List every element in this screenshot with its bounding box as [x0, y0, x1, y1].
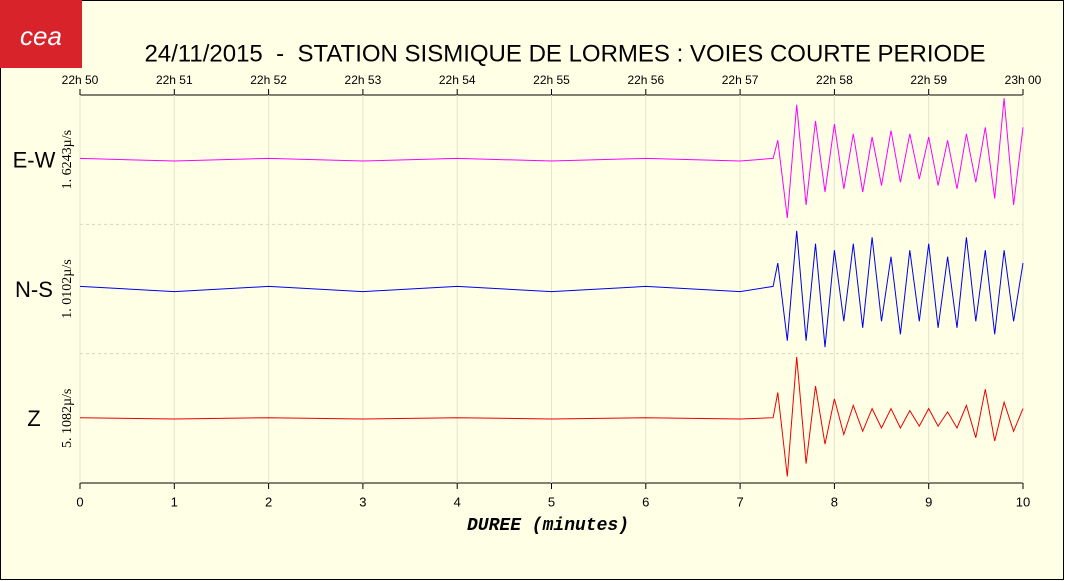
top-tick-label: 22h 59 [910, 73, 947, 87]
top-tick-label: 22h 58 [816, 73, 853, 87]
x-tick-label: 6 [642, 494, 649, 509]
x-axis-label: DUREE (minutes) [467, 516, 629, 536]
x-tick-label: 3 [359, 494, 366, 509]
top-tick-label: 22h 51 [156, 73, 193, 87]
top-tick-label: 22h 57 [722, 73, 759, 87]
x-tick-label: 0 [76, 494, 83, 509]
x-tick-label: 2 [265, 494, 272, 509]
top-tick-label: 22h 50 [62, 73, 99, 87]
top-tick-label: 22h 53 [345, 73, 382, 87]
x-tick-label: 5 [548, 494, 555, 509]
series-name: E-W [13, 147, 56, 172]
trace [79, 230, 1024, 348]
x-tick-label: 1 [171, 494, 178, 509]
series-name: Z [27, 406, 40, 431]
x-tick-label: 7 [736, 494, 743, 509]
scale-label: 5. 1082µ/s [60, 389, 75, 448]
x-tick-label: 8 [831, 494, 838, 509]
x-tick-label: 9 [925, 494, 932, 509]
scale-label: 1. 6243µ/s [60, 130, 75, 189]
trace [79, 98, 1024, 218]
scale-label: 1. 0102µ/s [60, 259, 75, 318]
chart-title: 24/11/2015 - STATION SISMIQUE DE LORMES … [144, 40, 985, 67]
logo: cea [20, 21, 62, 51]
top-tick-label: 22h 56 [627, 73, 664, 87]
top-tick-label: 23h 00 [1005, 73, 1042, 87]
x-tick-label: 4 [454, 494, 461, 509]
series-name: N-S [15, 277, 53, 302]
top-tick-label: 22h 54 [439, 73, 476, 87]
top-tick-label: 22h 55 [533, 73, 570, 87]
logo-box [0, 0, 82, 68]
x-tick-label: 10 [1016, 494, 1030, 509]
top-tick-label: 22h 52 [250, 73, 287, 87]
trace [79, 356, 1024, 477]
